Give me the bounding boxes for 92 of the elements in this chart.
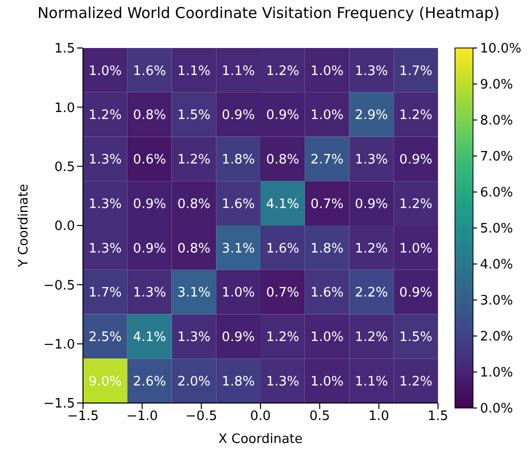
data-label: 1.2% bbox=[354, 330, 388, 346]
data-label: 1.6% bbox=[266, 241, 300, 256]
data-label: 1.3% bbox=[354, 152, 388, 168]
color-bar-label: 10.0% bbox=[480, 42, 522, 56]
data-label: 2.9% bbox=[354, 108, 388, 124]
data-label: 1.3% bbox=[88, 152, 122, 168]
data-label: 1.7% bbox=[399, 64, 432, 79]
data-label: 1.3% bbox=[177, 330, 210, 346]
data-label: 1.2% bbox=[399, 374, 432, 390]
data-label: 1.8% bbox=[222, 374, 255, 390]
x-tick-label: −1.0 bbox=[126, 409, 158, 424]
data-label: 1.8% bbox=[222, 152, 255, 168]
data-label: 1.5% bbox=[177, 108, 210, 124]
data-label: 1.0% bbox=[310, 374, 344, 390]
data-label: 0.9% bbox=[266, 108, 300, 124]
data-label: 1.6% bbox=[310, 286, 344, 301]
data-label: 0.6% bbox=[133, 152, 166, 168]
data-label: 1.2% bbox=[266, 64, 300, 79]
color-bar-label: 0.0% bbox=[480, 402, 514, 416]
data-label: 1.2% bbox=[354, 241, 388, 256]
data-label: 0.7% bbox=[310, 196, 344, 212]
data-label: 3.1% bbox=[177, 286, 210, 301]
data-label: 1.1% bbox=[222, 64, 255, 79]
data-label: 1.3% bbox=[133, 286, 166, 301]
color-bar-label: 7.0% bbox=[480, 150, 514, 164]
data-label: 1.8% bbox=[310, 241, 344, 256]
data-label: 1.5% bbox=[399, 330, 432, 346]
data-label: 1.2% bbox=[88, 108, 122, 124]
data-label: 1.1% bbox=[177, 64, 210, 79]
y-tick-label: 1.0 bbox=[54, 100, 75, 116]
data-label: 1.7% bbox=[88, 286, 122, 301]
data-label: 1.6% bbox=[222, 196, 255, 212]
y-tick-label: 0.0 bbox=[54, 219, 75, 234]
x-tick-label: −0.5 bbox=[186, 409, 218, 424]
data-label: 0.8% bbox=[133, 108, 166, 124]
data-label: 2.5% bbox=[88, 330, 122, 346]
data-label: 4.1% bbox=[266, 196, 300, 212]
data-label: 1.0% bbox=[310, 108, 344, 124]
data-label: 2.7% bbox=[310, 152, 344, 168]
data-label: 1.0% bbox=[310, 64, 344, 79]
data-label: 1.0% bbox=[399, 241, 432, 256]
y-axis-title: Y Coordinate bbox=[16, 184, 32, 268]
y-tick-label: 0.5 bbox=[54, 160, 75, 175]
color-bar-label: 6.0% bbox=[480, 186, 514, 200]
data-label: 1.2% bbox=[399, 108, 432, 124]
data-label: 0.9% bbox=[133, 241, 166, 256]
x-tick-label: 0.0 bbox=[250, 409, 271, 424]
data-label: 0.8% bbox=[177, 241, 210, 256]
color-bar-label: 2.0% bbox=[480, 330, 514, 344]
x-tick-label: 1.5 bbox=[428, 409, 448, 424]
data-label: 2.0% bbox=[177, 374, 210, 390]
x-axis-title: X Coordinate bbox=[218, 432, 303, 447]
data-label: 1.0% bbox=[88, 64, 122, 79]
data-label: 0.8% bbox=[177, 196, 210, 212]
color-bar-label: 3.0% bbox=[480, 294, 514, 308]
x-tick-label: −1.5 bbox=[67, 409, 99, 424]
data-label: 1.3% bbox=[88, 241, 122, 256]
data-label: 0.9% bbox=[354, 196, 388, 212]
data-label: 1.1% bbox=[354, 374, 388, 390]
color-bar-label: 1.0% bbox=[480, 366, 514, 380]
y-tick-label: −0.5 bbox=[43, 278, 75, 294]
data-label: 0.8% bbox=[266, 152, 300, 168]
color-bar-label: 5.0% bbox=[480, 222, 514, 236]
data-label: 9.0% bbox=[88, 374, 122, 390]
data-label: 3.1% bbox=[222, 241, 255, 256]
data-label: 1.2% bbox=[266, 330, 300, 346]
data-label: 2.2% bbox=[354, 286, 388, 301]
data-label: 1.2% bbox=[177, 152, 210, 168]
data-label: 2.6% bbox=[133, 374, 166, 390]
data-label: 1.0% bbox=[310, 330, 344, 346]
data-label: 1.3% bbox=[354, 64, 388, 79]
data-label: 0.9% bbox=[222, 330, 255, 346]
color-bar-label: 4.0% bbox=[480, 258, 514, 272]
color-bar-label: 9.0% bbox=[480, 78, 514, 92]
x-tick-label: 1.0 bbox=[368, 409, 390, 424]
data-label: 0.9% bbox=[399, 152, 432, 168]
data-label: 0.9% bbox=[222, 108, 255, 124]
data-label: 0.7% bbox=[266, 286, 300, 301]
color-bar-label: 8.0% bbox=[480, 114, 514, 128]
data-label: 1.3% bbox=[88, 196, 122, 212]
chart-title: Normalized World Coordinate Visitation Frequency (Heatmap) bbox=[36, 4, 501, 22]
y-tick-label: −1.5 bbox=[43, 396, 75, 412]
y-tick-label: −1.0 bbox=[43, 337, 75, 352]
data-label: 1.2% bbox=[399, 196, 432, 212]
data-label: 0.9% bbox=[399, 286, 432, 301]
data-label: 4.1% bbox=[133, 330, 166, 346]
x-tick-label: 0.5 bbox=[309, 409, 330, 424]
data-label: 1.3% bbox=[266, 374, 300, 390]
data-label: 1.6% bbox=[133, 64, 166, 79]
data-label: 0.9% bbox=[133, 196, 166, 212]
data-label: 1.0% bbox=[222, 286, 255, 301]
y-tick-label: 1.5 bbox=[54, 42, 75, 57]
